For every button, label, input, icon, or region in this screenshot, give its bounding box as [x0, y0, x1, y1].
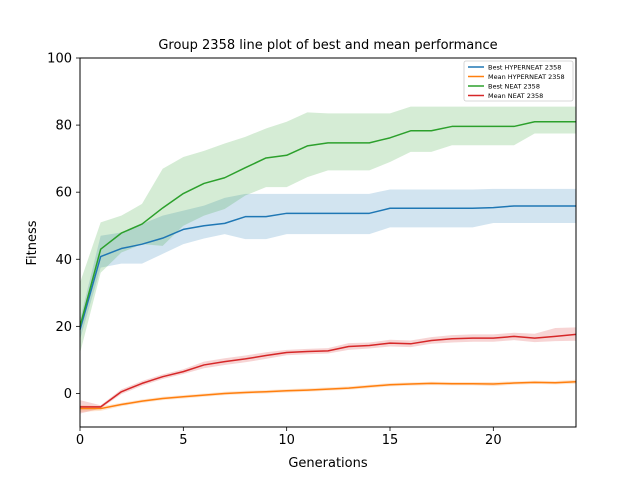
legend-box — [463, 60, 574, 102]
x-tick-label: 15 — [382, 433, 399, 448]
legend: Best HYPERNEAT 2358 Mean HYPERNEAT 2358Be… — [463, 60, 574, 102]
y-tick-label: 80 — [55, 119, 72, 134]
mean-neat-2358-line — [80, 333, 577, 408]
x-tick-label: 0 — [76, 433, 84, 448]
mean-neat-2358-band — [80, 327, 576, 414]
best-neat-2358-band — [80, 106, 576, 354]
series-lines — [79, 120, 577, 410]
x-axis-ticks: 0 5 10 15 20 — [76, 427, 502, 448]
y-tick-label: 60 — [55, 186, 72, 201]
best-hyperneat-2358-line — [79, 205, 576, 330]
y-tick-label: 100 — [47, 52, 72, 67]
x-tick-label: 20 — [485, 433, 502, 448]
legend-label-mean-hyperneat-2358: Mean HYPERNEAT 2358 — [488, 73, 565, 81]
y-tick-label: 0 — [64, 387, 72, 402]
y-tick-label: 40 — [55, 253, 72, 268]
legend-label-mean-neat-2358: Mean NEAT 2358 — [488, 92, 543, 100]
x-tick-label: 5 — [179, 433, 187, 448]
x-tick-label: 10 — [278, 433, 295, 448]
y-axis-label: Fitness — [25, 220, 40, 265]
plot-area — [79, 106, 577, 414]
y-axis-ticks: 0 20 40 60 80 100 — [47, 52, 80, 402]
legend-label-best-neat-2358: Best NEAT 2358 — [488, 82, 540, 90]
x-axis-label: Generations — [288, 456, 368, 471]
legend-items: Best HYPERNEAT 2358 Mean HYPERNEAT 2358Be… — [468, 63, 565, 100]
y-tick-label: 20 — [55, 320, 72, 335]
mean-hyperneat-2358-line — [80, 380, 577, 410]
axes-frame — [79, 57, 577, 428]
best-hyperneat-2358-band — [80, 188, 576, 340]
chart-title: Group 2358 line plot of best and mean pe… — [158, 38, 497, 53]
legend-label-best-hyperneat-2358: Best HYPERNEAT 2358 — [488, 63, 561, 71]
best-neat-2358-line — [79, 120, 576, 327]
